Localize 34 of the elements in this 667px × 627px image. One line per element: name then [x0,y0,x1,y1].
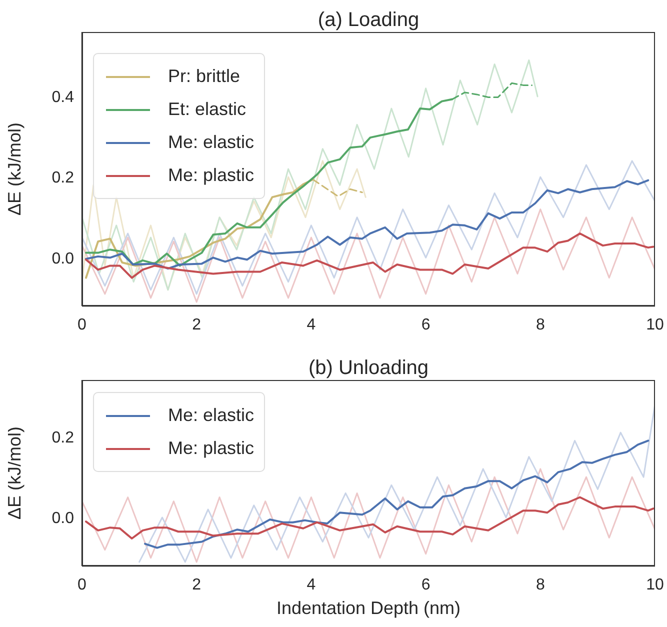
x-axis-title: Indentation Depth (nm) [276,598,461,618]
legend-label: Pr: brittle [168,66,240,87]
x-tick-label: 8 [536,576,545,594]
x-tick-label: 2 [192,576,202,594]
x-tick-label: 8 [536,316,545,334]
chart-title: (a) Loading [316,8,420,32]
x-tick-label: 2 [192,316,202,334]
line-series [82,160,366,291]
legend-label: Me: elastic [168,132,254,153]
y-tick-label: 0.2 [52,170,74,187]
y-tick-label: 0.0 [52,510,74,528]
legend-label: Me: plastic [168,165,254,186]
x-tick-label: 10 [646,576,664,594]
legend-label: Et: elastic [168,99,246,120]
line-series [82,468,655,563]
y-tick-label: 0.0 [52,250,74,268]
legend-label: Me: elastic [168,405,254,426]
legend-label: Me: plastic [168,438,254,459]
x-tick-label: 0 [78,316,87,334]
line-series [82,59,538,291]
x-tick-label: 4 [306,576,316,594]
line-series [82,160,655,295]
y-tick-label: 0.4 [52,89,74,106]
x-tick-label: 0 [78,576,87,594]
line-series [85,232,654,279]
line-series [82,208,655,303]
x-tick-label: 10 [646,316,664,334]
x-tick-label: 4 [306,316,316,334]
line-series [85,496,654,540]
line-series [144,440,650,549]
x-tick-label: 6 [421,316,430,334]
x-tick-label: 6 [421,576,430,594]
chart-title: (b) Unloading [308,357,429,379]
y-tick-label: 0.2 [52,429,74,446]
